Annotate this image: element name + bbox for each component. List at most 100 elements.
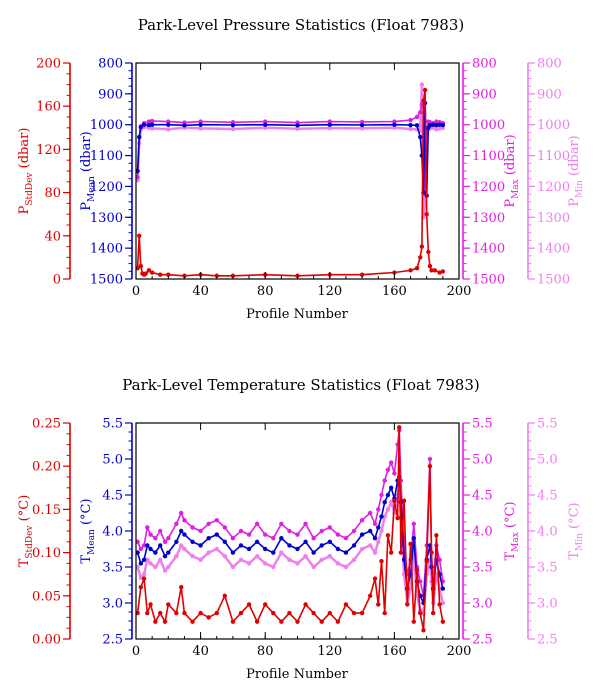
data-point-mean <box>141 557 147 562</box>
data-point-mean <box>146 122 152 128</box>
data-point-max <box>263 532 268 537</box>
data-point-max <box>198 528 203 534</box>
data-point-min <box>271 564 276 570</box>
data-point-stddev <box>166 602 171 607</box>
y-axis-stddev: 200 160 120 80 40 0 PStdDev (dbar) <box>17 57 71 288</box>
data-point-max <box>162 539 168 544</box>
data-point-stddev <box>359 610 365 616</box>
data-point-mean <box>376 525 381 530</box>
data-point-stddev <box>405 602 410 607</box>
data-point-stddev <box>418 255 423 260</box>
data-point-max <box>418 579 423 584</box>
y-tick-label-mean: 1300 <box>90 211 123 226</box>
y-axis-label-unit: (dbar) <box>79 131 94 176</box>
data-point-max <box>222 525 228 530</box>
data-point-stddev <box>158 610 163 616</box>
y-tick-label-min: 4.5 <box>537 489 558 504</box>
data-point-max <box>287 528 292 534</box>
data-point-min <box>367 543 373 548</box>
y-tick-label-mean: 4.0 <box>102 525 123 540</box>
series-line-min <box>136 84 444 218</box>
data-point-mean <box>246 546 252 552</box>
y-axis-label-unit: (°C) <box>17 495 32 526</box>
data-point-mean <box>182 532 187 537</box>
y-tick-label-mean: 1100 <box>90 149 123 164</box>
chart-title: Park-Level Temperature Statistics (Float… <box>122 376 480 394</box>
x-axis-label: Profile Number <box>246 667 349 682</box>
data-point-mean <box>141 122 147 127</box>
y-tick-label-mean: 3.0 <box>102 597 123 612</box>
data-point-max <box>136 539 140 544</box>
data-point-min <box>303 554 308 559</box>
data-point-stddev <box>432 268 437 273</box>
y-axis-stddev: 0.25 0.20 0.15 0.10 0.05 0.00 TStdDev (°C) <box>17 417 71 648</box>
data-point-min <box>279 550 284 555</box>
y-axis-label-min: TMin (°C) <box>567 502 585 559</box>
data-point-mean <box>136 168 140 174</box>
data-point-stddev <box>295 619 300 624</box>
data-point-mean <box>138 124 144 130</box>
y-axis-label-main: P <box>503 199 518 208</box>
y-tick-label-stddev: 40 <box>44 229 61 244</box>
y-tick-label-mean: 900 <box>98 87 123 102</box>
y-axis-label-mean: PMean (dbar) <box>79 131 97 210</box>
data-point-mean <box>382 500 387 505</box>
data-point-min <box>162 568 168 573</box>
data-point-max <box>179 510 184 516</box>
data-point-min <box>136 564 140 570</box>
y-axis-label-main: P <box>17 205 32 214</box>
data-point-max <box>327 525 332 530</box>
data-point-stddev <box>190 619 195 624</box>
data-point-max <box>230 536 236 541</box>
data-point-max <box>153 536 158 541</box>
data-point-min <box>222 554 228 559</box>
series-line-mean <box>136 103 443 196</box>
y-axis-label-mean: TMean (°C) <box>79 498 97 563</box>
data-point-max <box>327 119 332 124</box>
y-tick-label-min: 1200 <box>537 180 570 195</box>
data-point-min <box>182 546 187 552</box>
y-axis-label-stddev: PStdDev (dbar) <box>17 128 35 215</box>
y-axis-label-unit: (°C) <box>503 501 518 532</box>
data-point-stddev <box>153 619 158 624</box>
data-point-mean <box>158 543 163 548</box>
data-point-min <box>263 561 268 566</box>
data-point-stddev <box>148 602 153 607</box>
data-point-min <box>174 554 179 559</box>
data-point-min <box>379 528 384 534</box>
data-point-mean <box>214 532 219 537</box>
data-point-max <box>246 532 252 537</box>
y-axis-label-main: P <box>567 198 582 207</box>
data-point-min <box>372 550 378 555</box>
data-point-mean <box>137 134 142 140</box>
data-point-mean <box>230 550 236 555</box>
data-point-min <box>246 561 252 566</box>
y-tick-label-max: 4.5 <box>472 489 493 504</box>
y-tick-label-max: 800 <box>472 57 497 72</box>
y-tick-label-max: 3.0 <box>472 597 493 612</box>
y-tick-label-max: 5.0 <box>472 453 493 468</box>
y-axis-min: 5.5 5.0 4.5 4.0 3.5 3.0 2.5 TMin (°C) <box>527 417 585 648</box>
data-point-max <box>174 521 179 526</box>
data-point-mean <box>359 532 365 537</box>
data-point-min <box>419 82 425 87</box>
data-point-min <box>190 554 195 559</box>
data-point-min <box>230 564 236 570</box>
y-tick-label-stddev: 0.05 <box>32 589 61 604</box>
data-point-stddev <box>440 269 446 274</box>
data-point-stddev <box>198 610 203 616</box>
data-point-mean <box>153 550 158 555</box>
y-axis-label-sub: Max <box>511 532 521 552</box>
data-point-mean <box>385 492 391 498</box>
data-point-stddev <box>303 602 308 607</box>
data-point-mean <box>263 122 268 127</box>
data-point-stddev <box>287 610 292 616</box>
y-tick-label-max: 4.0 <box>472 525 493 540</box>
y-tick-label-min: 1000 <box>537 118 570 133</box>
y-tick-label-min: 1300 <box>537 211 570 226</box>
data-point-mean <box>303 539 308 544</box>
y-tick-label-stddev: 120 <box>36 143 61 158</box>
data-point-max <box>149 118 155 124</box>
data-point-stddev <box>137 233 142 238</box>
data-point-mean <box>166 122 171 127</box>
